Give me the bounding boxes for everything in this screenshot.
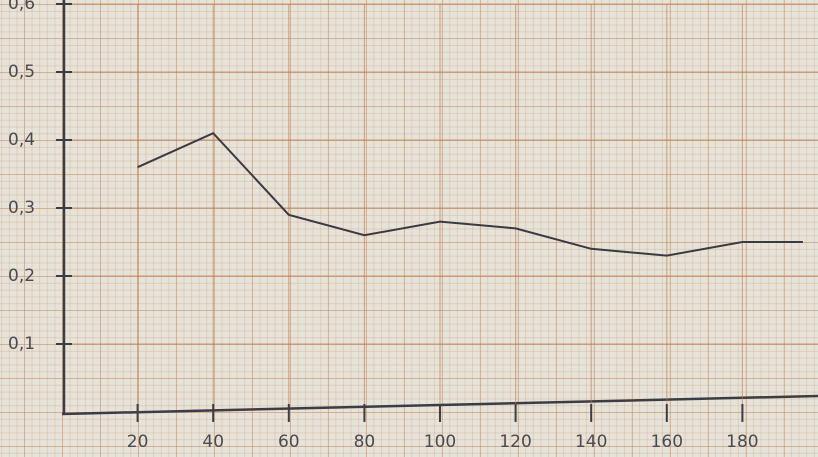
x-tick-label: 180 [726,432,758,452]
data-line [137,131,803,257]
y-tick-label: 0,2 [8,266,35,286]
y-tick-label: 0,3 [8,198,35,218]
x-tick-label: 40 [202,432,224,452]
y-tick-label: 0,4 [8,130,35,150]
x-tick-label: 80 [354,432,376,452]
y-tick-label: 0,5 [8,62,35,82]
y-tick-label: 0,6 [8,0,35,14]
x-tick-label: 100 [424,432,456,452]
x-tick-label: 160 [651,432,683,452]
x-tick-label: 60 [278,432,300,452]
x-tick-label: 140 [575,432,607,452]
x-tick-label: 120 [499,432,531,452]
y-tick-label: 0,1 [8,334,35,354]
x-tick-label: 20 [127,432,149,452]
